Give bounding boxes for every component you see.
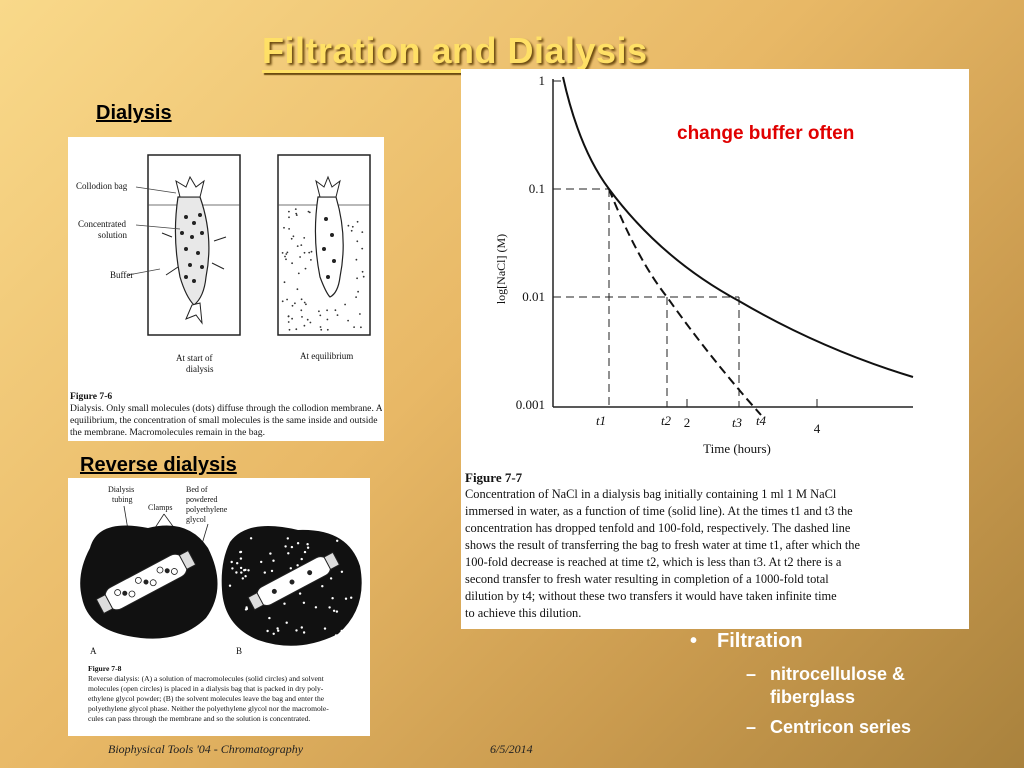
label-equilibrium: At equilibrium	[300, 351, 353, 361]
dialysis-caption-line: the membrane. Macromolecules remain in t…	[70, 427, 265, 438]
dialysis-diagram: Collodion bag Concentrated solution Buff…	[76, 154, 371, 374]
nacl-concentration-graph: 1 0.1 0.01 0.001 t1 t2 2 t3 t4 4 Time (h…	[494, 73, 914, 456]
label-bed-1: Bed of	[186, 485, 208, 494]
graph-caption-line: concentration has dropped tenfold and 10…	[465, 521, 851, 535]
graph-caption-line: to achieve this dilution.	[465, 606, 582, 620]
reverse-caption-line: cules can pass through the membrane and …	[88, 714, 311, 723]
sub-bullet-item: – nitrocellulose & fiberglass	[746, 663, 1010, 708]
ytick-label: 0.1	[529, 181, 545, 196]
bullet-list: • Filtration – nitrocellulose & fibergla…	[690, 630, 1010, 747]
ytick-label: 0.01	[522, 289, 545, 304]
bullet-item: • Filtration	[690, 630, 1010, 653]
reverse-caption-line: polyethylene glycol phase. Neither the p…	[88, 704, 329, 713]
graph-figure: 1 0.1 0.01 0.001 t1 t2 2 t3 t4 4 Time (h…	[461, 69, 969, 629]
footer-course: Biophysical Tools '04 - Chromatography	[108, 742, 304, 756]
xtick-label: 2	[684, 415, 691, 430]
equilibrium-dots	[281, 208, 365, 331]
label-start-1: At start of	[176, 353, 213, 363]
dialysis-caption-line: Dialysis. Only small molecules (dots) di…	[70, 403, 382, 414]
dialysis-figure: Collodion bag Concentrated solution Buff…	[68, 137, 384, 441]
sub-bullet-text: nitrocellulose & fiberglass	[770, 664, 906, 707]
label-clamps: Clamps	[148, 503, 172, 512]
graph-caption: Figure 7-7 Concentration of NaCl in a di…	[465, 469, 965, 622]
bullet-dot-icon: •	[690, 630, 698, 652]
reverse-dialysis-heading: Reverse dialysis	[80, 454, 237, 476]
xtick-label: 4	[814, 421, 821, 436]
xtick-label: t2	[661, 413, 672, 428]
figure-7-7-label: Figure 7-7	[465, 470, 523, 485]
footer-date: 6/5/2014	[490, 742, 533, 756]
dash-icon: –	[746, 717, 757, 737]
reverse-caption: Figure 7-8 Reverse dialysis: (A) a solut…	[88, 664, 368, 724]
label-b: B	[236, 646, 242, 656]
label-a: A	[90, 646, 97, 656]
continuous-dialysis-curve	[562, 76, 914, 378]
label-bed-4: glycol	[186, 515, 207, 524]
graph-caption-line: immersed in water, as a function of time…	[465, 504, 853, 518]
dialysis-heading: Dialysis	[96, 102, 172, 124]
label-solution: solution	[98, 230, 128, 240]
ytick-label: 1	[539, 73, 546, 88]
xtick-label: t4	[756, 413, 767, 428]
xtick-label: t3	[732, 415, 743, 430]
sub-bullet-item: – Centricon series	[746, 716, 1010, 739]
graph-caption-line: Concentration of NaCl in a dialysis bag …	[465, 487, 837, 501]
label-tubing-1: Dialysis	[108, 485, 134, 494]
label-start-2: dialysis	[186, 364, 214, 374]
dialysis-caption: Figure 7-6 Dialysis. Only small molecule…	[70, 391, 382, 439]
label-collodion-bag: Collodion bag	[76, 181, 128, 191]
change-buffer-annotation: change buffer often	[677, 123, 854, 144]
reverse-caption-line: molecules (open circles) is placed in a …	[88, 684, 324, 693]
dash-icon: –	[746, 664, 757, 684]
graph-caption-line: second transfer to fresh water resulting…	[465, 572, 829, 586]
graph-caption-line: shows the result of transferring the bag…	[465, 538, 860, 552]
figure-7-6-label: Figure 7-6	[70, 391, 113, 402]
reverse-caption-line: Reverse dialysis: (A) a solution of macr…	[88, 674, 324, 683]
label-bed-3: polyethylene	[186, 505, 228, 514]
reverse-dialysis-figure: Dialysis tubing Clamps Bed of powdered p…	[68, 478, 370, 736]
reverse-caption-line: ethylene glycol powder; (B) the solvent …	[88, 694, 325, 703]
label-concentrated: Concentrated	[78, 219, 126, 229]
buffer-transfer-curve	[608, 188, 762, 416]
label-buffer: Buffer	[110, 270, 133, 280]
graph-caption-line: 100-fold decrease is reached at time t2,…	[465, 555, 842, 569]
ytick-label: 0.001	[516, 397, 545, 412]
reverse-dialysis-diagram: Dialysis tubing Clamps Bed of powdered p…	[80, 485, 362, 656]
bullet-text: Filtration	[717, 630, 803, 652]
figure-7-8-label: Figure 7-8	[88, 664, 122, 673]
sub-bullet-text: Centricon series	[770, 717, 912, 737]
label-tubing-2: tubing	[112, 495, 132, 504]
graph-caption-line: dilution by t4; without these two transf…	[465, 589, 837, 603]
x-axis-label: Time (hours)	[703, 441, 771, 456]
y-axis-label: log[NaCl] (M)	[494, 234, 508, 304]
xtick-label: t1	[596, 413, 606, 428]
slide-title: Filtration and Dialysis	[262, 30, 648, 71]
label-bed-2: powdered	[186, 495, 218, 504]
dialysis-caption-line: equilibrium, the concentration of small …	[70, 415, 378, 426]
